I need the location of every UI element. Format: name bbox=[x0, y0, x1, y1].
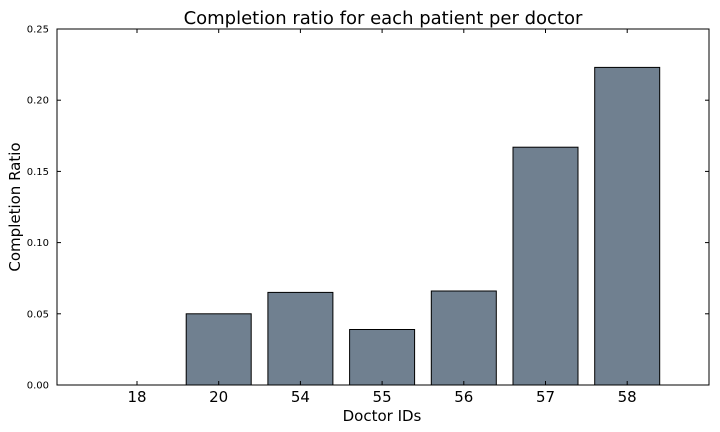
bar-57 bbox=[512, 146, 579, 386]
chart-title: Completion ratio for each patient per do… bbox=[184, 8, 583, 29]
x-tick-label: 20 bbox=[209, 388, 228, 406]
x-tick-label: 58 bbox=[618, 388, 637, 406]
bar-58 bbox=[594, 66, 661, 386]
x-tick-label: 18 bbox=[127, 388, 146, 406]
y-tick-label: 0.05 bbox=[27, 309, 49, 320]
y-tick-label: 0.25 bbox=[27, 25, 49, 36]
y-tick-label: 0.15 bbox=[27, 167, 49, 178]
y-tick-label: 0.00 bbox=[27, 381, 49, 392]
x-tick-label: 57 bbox=[536, 388, 555, 406]
y-axis-ticks: 0.00 0.05 0.10 0.15 0.20 0.25 bbox=[27, 25, 709, 392]
x-axis-label: Doctor IDs bbox=[343, 407, 422, 425]
y-tick-label: 0.20 bbox=[27, 96, 49, 107]
x-tick-label: 55 bbox=[373, 388, 392, 406]
plot-frame bbox=[56, 28, 710, 386]
bar-54 bbox=[267, 291, 334, 386]
x-tick-label: 54 bbox=[291, 388, 310, 406]
x-axis-ticks: 18 20 54 55 56 57 58 bbox=[127, 29, 637, 406]
x-tick-label: 56 bbox=[454, 388, 473, 406]
bar-56 bbox=[430, 290, 497, 386]
bars-group bbox=[185, 66, 661, 386]
y-axis-label: Completion Ratio bbox=[6, 142, 24, 271]
y-tick-label: 0.10 bbox=[27, 238, 49, 249]
bar-55 bbox=[349, 329, 416, 386]
bar-20 bbox=[185, 313, 252, 386]
